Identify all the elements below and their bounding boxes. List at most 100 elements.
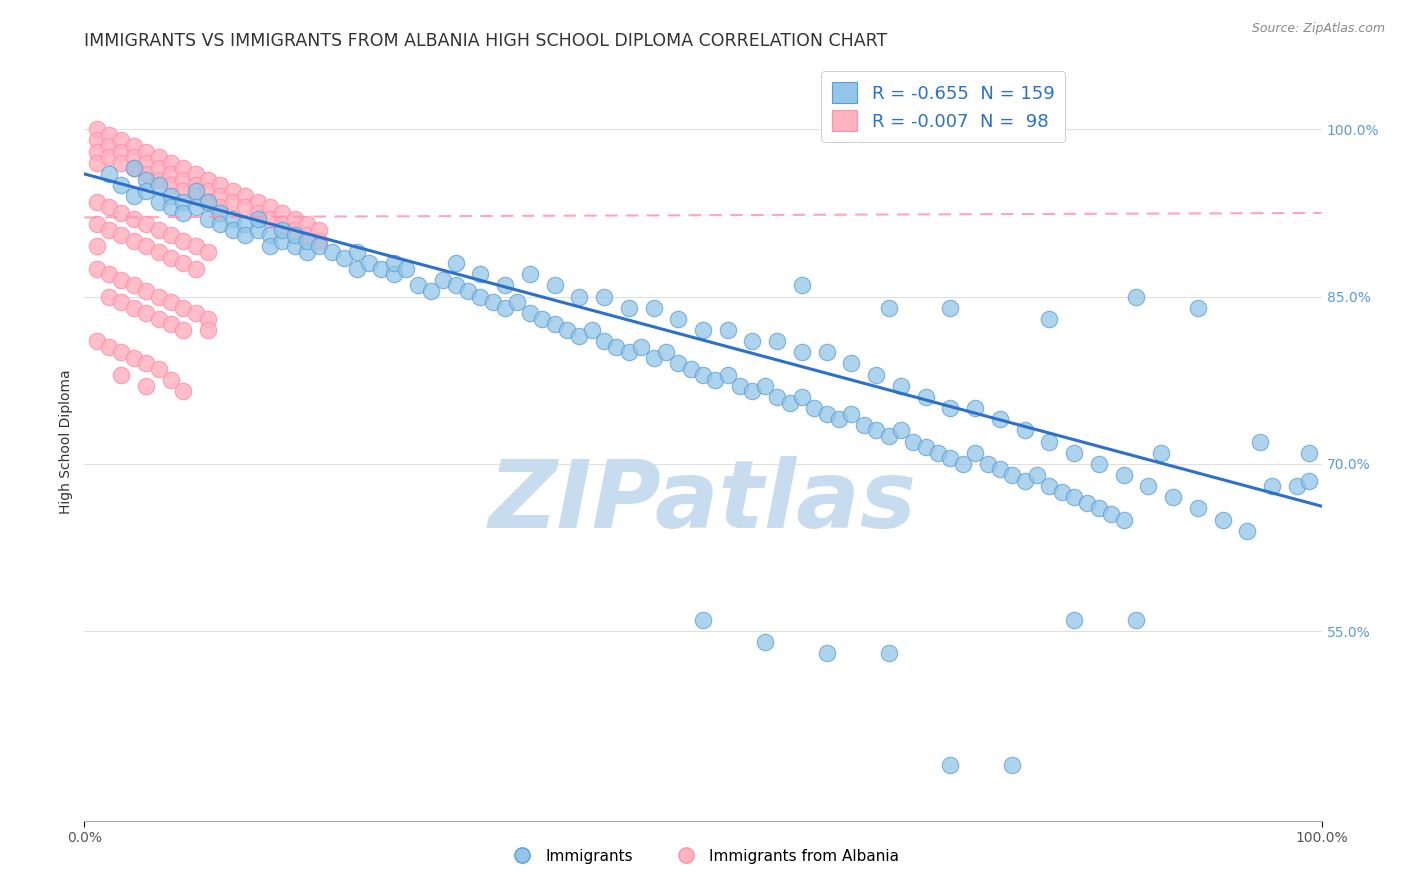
- Point: [284, 223, 307, 237]
- Point: [346, 261, 368, 276]
- Point: [939, 451, 962, 466]
- Point: [1014, 424, 1036, 438]
- Point: [408, 278, 430, 293]
- Point: [284, 239, 307, 253]
- Point: [86, 239, 108, 253]
- Point: [605, 340, 627, 354]
- Point: [135, 145, 157, 159]
- Point: [1014, 474, 1036, 488]
- Point: [903, 434, 925, 449]
- Point: [1112, 513, 1135, 527]
- Point: [1038, 312, 1060, 326]
- Point: [1038, 479, 1060, 493]
- Point: [988, 412, 1011, 426]
- Point: [790, 278, 813, 293]
- Point: [86, 122, 108, 136]
- Point: [172, 161, 194, 176]
- Point: [122, 161, 145, 176]
- Point: [593, 334, 616, 349]
- Point: [98, 167, 121, 181]
- Point: [209, 206, 232, 220]
- Point: [321, 244, 343, 259]
- Point: [209, 178, 232, 193]
- Point: [259, 228, 281, 243]
- Point: [877, 646, 900, 660]
- Point: [148, 223, 170, 237]
- Point: [271, 206, 294, 220]
- Point: [1187, 301, 1209, 315]
- Point: [295, 244, 318, 259]
- Point: [704, 373, 727, 387]
- Point: [160, 201, 183, 215]
- Point: [815, 646, 838, 660]
- Point: [1249, 434, 1271, 449]
- Point: [184, 239, 207, 253]
- Point: [197, 194, 219, 209]
- Point: [1038, 434, 1060, 449]
- Point: [741, 384, 763, 399]
- Point: [135, 239, 157, 253]
- Point: [160, 251, 183, 265]
- Point: [184, 178, 207, 193]
- Point: [148, 194, 170, 209]
- Point: [308, 234, 330, 248]
- Point: [815, 345, 838, 359]
- Point: [233, 217, 256, 231]
- Point: [86, 134, 108, 148]
- Point: [1261, 479, 1284, 493]
- Point: [630, 340, 652, 354]
- Point: [160, 156, 183, 170]
- Point: [1063, 613, 1085, 627]
- Point: [122, 189, 145, 203]
- Point: [679, 362, 702, 376]
- Point: [333, 251, 356, 265]
- Point: [1236, 524, 1258, 538]
- Point: [555, 323, 578, 337]
- Point: [110, 134, 132, 148]
- Point: [444, 278, 467, 293]
- Point: [284, 211, 307, 226]
- Point: [1001, 758, 1024, 772]
- Point: [148, 362, 170, 376]
- Point: [754, 378, 776, 392]
- Point: [98, 150, 121, 164]
- Point: [209, 217, 232, 231]
- Point: [939, 758, 962, 772]
- Point: [233, 228, 256, 243]
- Point: [666, 312, 689, 326]
- Point: [246, 194, 269, 209]
- Point: [1161, 491, 1184, 505]
- Point: [568, 290, 591, 304]
- Point: [717, 323, 740, 337]
- Point: [122, 351, 145, 365]
- Point: [271, 223, 294, 237]
- Point: [593, 290, 616, 304]
- Point: [197, 312, 219, 326]
- Point: [841, 356, 863, 371]
- Point: [1063, 491, 1085, 505]
- Point: [308, 239, 330, 253]
- Point: [184, 167, 207, 181]
- Point: [160, 228, 183, 243]
- Point: [122, 139, 145, 153]
- Point: [259, 211, 281, 226]
- Point: [877, 301, 900, 315]
- Point: [98, 139, 121, 153]
- Point: [184, 201, 207, 215]
- Point: [927, 446, 949, 460]
- Point: [135, 156, 157, 170]
- Point: [148, 290, 170, 304]
- Point: [1298, 446, 1320, 460]
- Text: ZIPatlas: ZIPatlas: [489, 456, 917, 549]
- Point: [890, 424, 912, 438]
- Point: [122, 211, 145, 226]
- Point: [877, 429, 900, 443]
- Point: [110, 178, 132, 193]
- Point: [655, 345, 678, 359]
- Point: [110, 156, 132, 170]
- Point: [790, 345, 813, 359]
- Point: [284, 228, 307, 243]
- Point: [568, 328, 591, 343]
- Point: [1001, 468, 1024, 483]
- Point: [148, 178, 170, 193]
